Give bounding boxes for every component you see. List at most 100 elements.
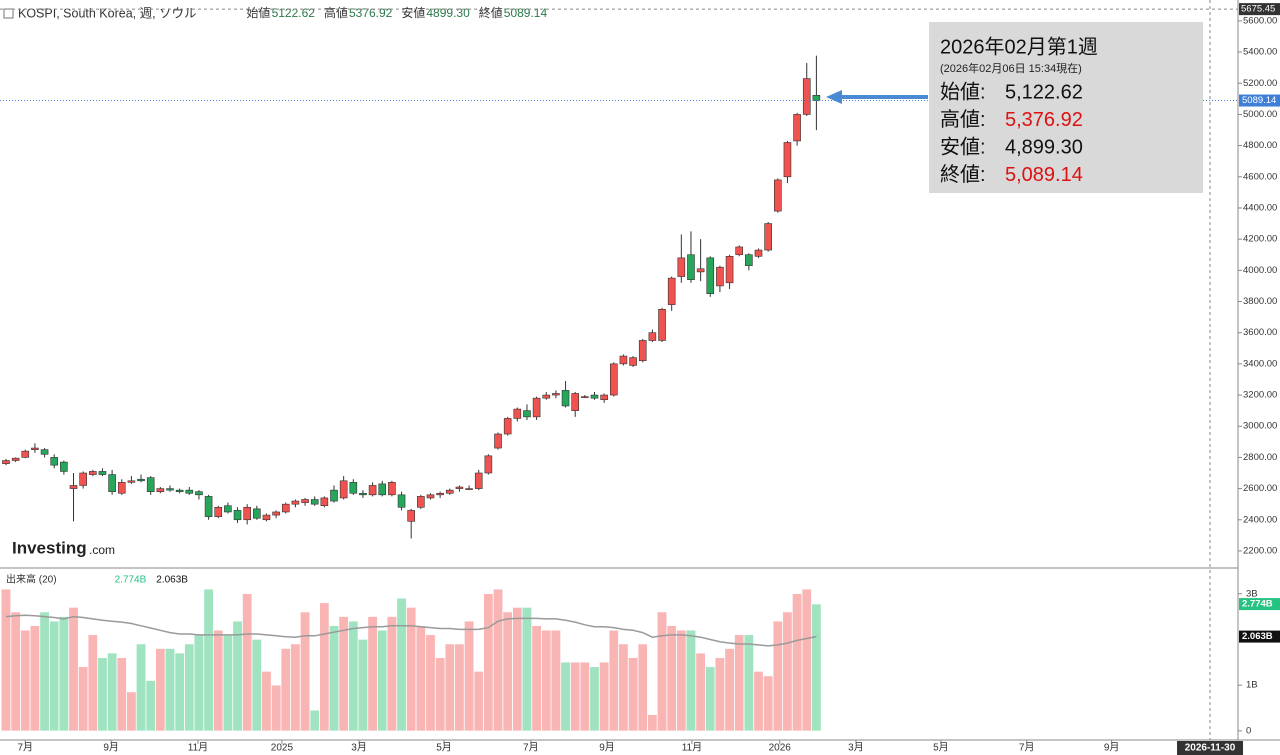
y-tick-label: 5200.00 <box>1243 78 1277 89</box>
candle-body <box>301 499 309 503</box>
candle-body <box>108 474 116 493</box>
candle-body <box>50 457 59 466</box>
logo: Investing <box>12 538 87 557</box>
candle-body <box>426 494 435 499</box>
candle-body <box>407 510 415 522</box>
volume-bar <box>367 616 378 732</box>
candle-body <box>484 455 493 474</box>
volume-bar <box>811 603 822 732</box>
volume-bar <box>744 634 754 732</box>
volume-bar <box>763 675 773 732</box>
volume-bar <box>387 616 397 732</box>
volume-bar <box>715 657 725 732</box>
volume-bar <box>319 602 330 732</box>
volume-bar <box>580 662 590 732</box>
candle-body <box>253 508 261 519</box>
candle-body <box>783 142 792 178</box>
volume-bar <box>280 648 291 732</box>
candle-body <box>166 488 174 491</box>
volume-bar <box>666 625 677 732</box>
tooltip-label: 終値: <box>940 163 986 186</box>
logo-suffix: .com <box>89 543 115 557</box>
y-tick-label: 2800.00 <box>1243 452 1277 463</box>
volume-bar <box>396 598 407 732</box>
volume-bar <box>628 657 638 732</box>
tooltip-value: 5,089.14 <box>1005 164 1083 186</box>
volume-bar <box>30 625 40 732</box>
tooltip-label: 安値: <box>940 135 986 158</box>
candle-body <box>725 255 734 284</box>
volume-bar <box>773 620 783 732</box>
candle-body <box>330 489 338 502</box>
last-price-label: 5089.14 <box>1242 95 1276 106</box>
volume-bar <box>599 662 609 732</box>
candle-body <box>494 433 502 449</box>
volume-bar <box>223 634 233 732</box>
volume-bar <box>589 666 600 732</box>
candle-body <box>272 511 280 516</box>
candle-body <box>764 223 772 251</box>
candle-body <box>156 488 165 493</box>
volume-marker-label: 2.774B <box>1242 599 1273 610</box>
volume-y-tick-label: 0 <box>1246 725 1251 736</box>
candle-body <box>667 277 676 305</box>
volume-bar <box>647 714 658 732</box>
y-tick-label: 5400.00 <box>1243 47 1277 58</box>
candle-body <box>79 472 87 486</box>
crosshair-y-label: 5675.45 <box>1241 4 1275 15</box>
y-tick-label: 3400.00 <box>1243 358 1277 369</box>
candle-body <box>754 249 763 257</box>
candle-body <box>281 503 290 513</box>
volume-bar <box>406 607 416 732</box>
volume-y-tick-label: 1B <box>1246 680 1258 691</box>
candle-body <box>388 482 396 496</box>
tooltip-value: 5,122.62 <box>1005 81 1083 103</box>
y-tick-label: 3000.00 <box>1243 421 1277 432</box>
candle-body <box>98 471 107 475</box>
candle-body <box>455 486 464 489</box>
y-tick-label: 4000.00 <box>1243 265 1277 276</box>
crosshair-x-label: 2026-11-30 <box>1185 743 1236 754</box>
candle-body <box>185 489 194 494</box>
candle-body <box>735 246 744 256</box>
candle-body <box>417 496 425 508</box>
volume-bar <box>68 607 79 732</box>
volume-bar <box>522 607 532 732</box>
candle-body <box>571 393 579 411</box>
volume-bar <box>637 643 648 732</box>
volume-ma-line <box>5 614 817 647</box>
volume-bar <box>454 643 465 732</box>
volume-bar <box>10 611 21 732</box>
candle-body <box>359 492 367 496</box>
volume-y-tick-label: 3B <box>1246 588 1258 599</box>
volume-bar <box>531 625 542 732</box>
y-tick-label: 3200.00 <box>1243 390 1277 401</box>
candle-body <box>320 497 329 507</box>
volume-bar <box>676 630 687 732</box>
candle-body <box>175 489 184 493</box>
volume-bar <box>49 620 60 732</box>
volume-bar <box>203 588 214 732</box>
volume-legend-value: 2.774B <box>115 575 147 586</box>
candle-body <box>812 95 821 101</box>
candle-body <box>60 461 68 472</box>
candle-body <box>445 489 454 494</box>
volume-bar <box>512 607 523 732</box>
y-tick-label: 3800.00 <box>1243 296 1277 307</box>
tooltip-label: 始値: <box>940 80 986 103</box>
tooltip-value: 5,376.92 <box>1005 109 1083 131</box>
volume-bar <box>20 630 31 732</box>
volume-title: 出来高 (20) <box>6 573 57 586</box>
volume-bar <box>608 630 619 732</box>
x-tick-label: 7月 <box>17 742 33 754</box>
x-tick-label: 3月 <box>848 742 864 754</box>
volume-bar <box>338 616 349 732</box>
tooltip-title: 2026年02月第1週 <box>940 35 1098 58</box>
crosshair-x-box <box>1177 741 1244 755</box>
volume-bar <box>551 630 561 732</box>
candle-body <box>11 457 20 461</box>
candle-body <box>214 506 223 517</box>
candle-body <box>69 485 78 489</box>
volume-marker-box <box>1239 598 1280 611</box>
volume-bar <box>416 625 426 732</box>
